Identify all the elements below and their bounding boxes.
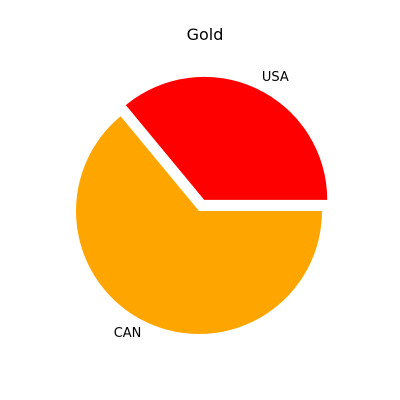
chart-title: Gold bbox=[187, 25, 224, 44]
slice-label-usa: USA bbox=[262, 70, 289, 85]
slice-label-can: CAN bbox=[114, 326, 142, 341]
pie-slices bbox=[76, 77, 327, 334]
